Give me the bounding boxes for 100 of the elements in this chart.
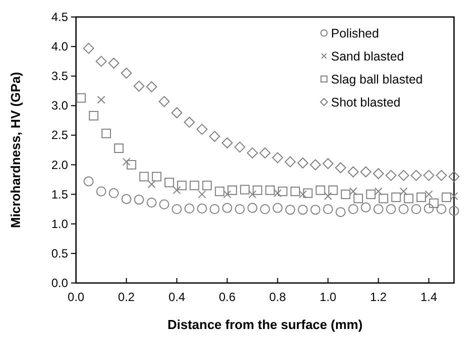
legend-label: Slag ball blasted xyxy=(331,72,423,86)
point xyxy=(234,142,246,153)
point xyxy=(297,158,308,169)
point xyxy=(373,204,384,214)
point xyxy=(284,156,296,168)
point xyxy=(450,192,458,200)
point xyxy=(101,128,111,138)
point xyxy=(146,198,157,208)
point xyxy=(84,176,94,186)
point xyxy=(222,137,233,148)
point xyxy=(134,80,144,92)
point xyxy=(198,190,206,198)
point xyxy=(374,187,382,196)
point xyxy=(400,187,408,196)
point xyxy=(348,204,358,214)
point xyxy=(360,202,371,212)
point xyxy=(423,170,434,181)
point xyxy=(88,110,98,120)
point xyxy=(260,147,270,158)
point xyxy=(252,185,262,195)
point xyxy=(134,194,144,205)
point xyxy=(449,206,459,216)
point xyxy=(148,180,156,188)
point xyxy=(424,204,434,214)
point xyxy=(164,178,174,188)
point xyxy=(210,204,220,214)
y-tick-label: 3.5 xyxy=(51,69,68,84)
point xyxy=(139,172,149,182)
point xyxy=(310,159,321,170)
point xyxy=(202,180,212,190)
point xyxy=(324,192,332,200)
point xyxy=(274,189,282,198)
point xyxy=(121,194,132,204)
point xyxy=(335,162,346,174)
point xyxy=(340,190,350,200)
point xyxy=(114,143,124,153)
point xyxy=(190,180,200,190)
point xyxy=(372,168,384,180)
point xyxy=(436,204,446,214)
y-tick-label: 0.5 xyxy=(51,246,68,260)
point xyxy=(386,204,396,214)
point xyxy=(411,204,422,214)
point xyxy=(97,96,106,104)
point xyxy=(196,124,208,135)
point xyxy=(303,188,313,198)
point xyxy=(378,194,388,204)
point xyxy=(184,204,194,214)
point xyxy=(76,93,86,103)
point xyxy=(152,172,162,182)
point xyxy=(424,190,433,198)
point xyxy=(353,194,363,204)
y-tick-label: 4.0 xyxy=(51,40,68,54)
point xyxy=(323,204,333,214)
point xyxy=(386,170,396,181)
point xyxy=(126,160,136,170)
point xyxy=(398,170,410,181)
legend-label: Polished xyxy=(331,26,379,40)
point xyxy=(96,186,106,196)
point xyxy=(298,190,307,198)
point xyxy=(328,185,338,195)
point xyxy=(159,199,170,210)
point xyxy=(184,116,195,128)
point xyxy=(172,204,182,214)
point xyxy=(158,96,170,108)
point xyxy=(247,202,258,213)
point xyxy=(171,107,182,118)
point xyxy=(265,185,275,195)
point xyxy=(278,186,288,196)
point xyxy=(322,158,334,170)
point xyxy=(391,192,401,202)
point xyxy=(442,192,452,202)
point xyxy=(234,204,245,214)
legend-label: Shot blasted xyxy=(331,96,401,110)
point xyxy=(360,166,372,178)
point xyxy=(336,207,346,218)
legend-label: Sand blasted xyxy=(331,50,404,64)
x-tick-label: 0.6 xyxy=(218,290,236,304)
point xyxy=(416,192,426,202)
x-axis-title: Distance from the surface (mm) xyxy=(167,317,363,332)
point xyxy=(398,204,409,214)
point xyxy=(108,188,119,198)
y-tick-label: 1.0 xyxy=(51,216,68,231)
point xyxy=(96,56,107,67)
point xyxy=(290,186,300,196)
point xyxy=(310,204,320,215)
y-tick-label: 0.0 xyxy=(51,276,68,290)
point xyxy=(404,194,414,204)
point xyxy=(448,171,460,182)
point xyxy=(316,185,326,195)
point xyxy=(83,42,94,54)
x-tick-label: 1.2 xyxy=(370,290,388,304)
point xyxy=(436,170,447,181)
point xyxy=(246,147,258,158)
x-tick-label: 0.0 xyxy=(68,290,85,304)
y-tick-label: 1.5 xyxy=(51,187,68,202)
point xyxy=(240,184,250,194)
point xyxy=(108,58,120,69)
point xyxy=(227,185,237,195)
point xyxy=(172,186,181,194)
x-tick-label: 1.4 xyxy=(420,290,438,304)
